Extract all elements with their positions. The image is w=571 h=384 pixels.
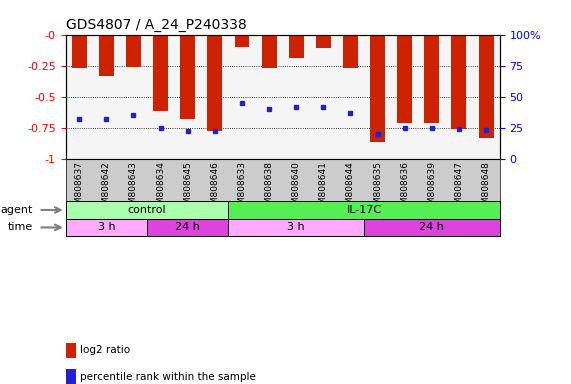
Bar	[262, 35, 276, 68]
Bar	[478, 35, 493, 137]
Bar	[289, 35, 304, 58]
Text: GSM808639: GSM808639	[427, 161, 436, 216]
Text: agent: agent	[1, 205, 33, 215]
Text: time: time	[8, 222, 33, 232]
Text: IL-17C: IL-17C	[347, 205, 381, 215]
Text: GSM808634: GSM808634	[156, 161, 165, 216]
Bar	[99, 35, 114, 76]
Text: GSM808648: GSM808648	[481, 161, 490, 216]
Bar	[424, 35, 439, 122]
Text: GSM808641: GSM808641	[319, 161, 328, 216]
Text: GSM808640: GSM808640	[292, 161, 301, 216]
Bar	[364, 219, 500, 236]
Text: GSM808636: GSM808636	[400, 161, 409, 216]
Bar	[228, 219, 364, 236]
Bar	[235, 35, 250, 47]
Text: GSM808642: GSM808642	[102, 161, 111, 215]
Text: GSM808633: GSM808633	[238, 161, 247, 216]
Text: GSM808647: GSM808647	[455, 161, 464, 216]
Text: 24 h: 24 h	[175, 222, 200, 232]
Bar	[343, 35, 358, 68]
Bar	[126, 35, 141, 67]
Bar	[316, 35, 331, 48]
Bar	[72, 35, 87, 68]
Bar	[180, 35, 195, 119]
Text: GSM808646: GSM808646	[210, 161, 219, 216]
Text: GSM808638: GSM808638	[264, 161, 274, 216]
Text: GSM808635: GSM808635	[373, 161, 382, 216]
Bar	[207, 35, 222, 131]
Text: GDS4807 / A_24_P240338: GDS4807 / A_24_P240338	[66, 18, 247, 32]
Bar	[66, 219, 147, 236]
Text: 24 h: 24 h	[419, 222, 444, 232]
Bar	[228, 201, 500, 219]
Text: 3 h: 3 h	[287, 222, 305, 232]
Bar	[66, 201, 228, 219]
Bar	[370, 35, 385, 142]
Bar	[147, 219, 228, 236]
Text: GSM808644: GSM808644	[346, 161, 355, 215]
Bar	[452, 35, 467, 129]
Text: percentile rank within the sample: percentile rank within the sample	[80, 372, 256, 382]
Text: log2 ratio: log2 ratio	[80, 345, 130, 355]
Text: GSM808637: GSM808637	[75, 161, 84, 216]
Text: control: control	[128, 205, 166, 215]
Text: GSM808645: GSM808645	[183, 161, 192, 216]
Bar	[397, 35, 412, 122]
Bar	[153, 35, 168, 111]
Text: GSM808643: GSM808643	[129, 161, 138, 216]
Text: 3 h: 3 h	[98, 222, 115, 232]
